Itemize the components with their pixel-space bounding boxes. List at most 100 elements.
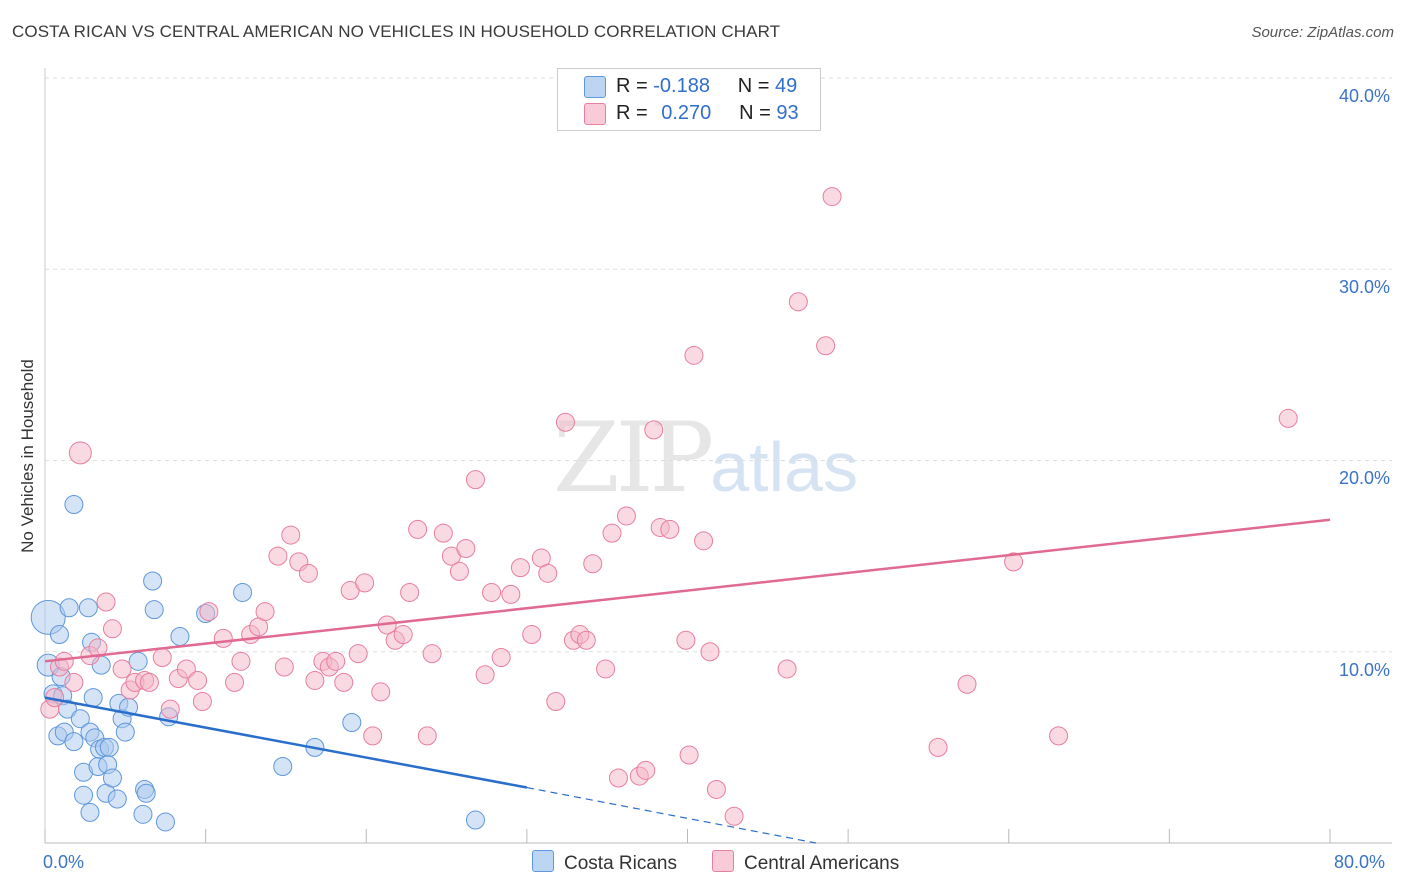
costa-rican-point	[233, 582, 253, 602]
costa-rican-point	[64, 732, 84, 752]
central-american-point	[1049, 726, 1069, 746]
central-american-point	[456, 538, 476, 558]
central-american-point	[583, 554, 603, 574]
legend-r-label: R =	[616, 75, 648, 97]
central-american-point	[68, 441, 92, 465]
chart-title: COSTA RICAN VS CENTRAL AMERICAN NO VEHIC…	[12, 22, 781, 41]
central-american-trendline	[44, 518, 1331, 663]
central-american-point	[608, 768, 628, 788]
central-american-point	[679, 745, 699, 765]
watermark-zip: ZIP	[553, 402, 714, 514]
central-american-point	[213, 628, 233, 648]
central-american-point	[501, 584, 521, 604]
watermark-atlas: atlas	[710, 428, 859, 506]
central-american-point	[348, 644, 368, 664]
central-american-point	[408, 519, 428, 539]
central-american-point	[422, 644, 442, 664]
central-american-point	[660, 519, 680, 539]
costa-rican-point	[99, 737, 119, 757]
costa-rican-point	[107, 789, 127, 809]
legend-swatch-blue	[584, 76, 606, 98]
central-american-point	[475, 665, 495, 685]
legend-n-value: 93	[776, 102, 799, 124]
costa-rican-point	[83, 688, 103, 708]
legend-swatch-pink	[584, 103, 606, 125]
central-american-point	[724, 806, 744, 826]
costa-rican-point	[342, 713, 362, 733]
central-american-point	[449, 561, 469, 581]
watermark: ZIPatlas	[553, 402, 858, 514]
central-american-point	[102, 619, 122, 639]
costa-rican-point	[155, 812, 175, 832]
central-american-point	[139, 672, 159, 692]
central-american-point	[636, 760, 656, 780]
central-american-point	[160, 699, 180, 719]
central-american-point	[363, 726, 383, 746]
central-american-point	[957, 674, 977, 694]
costa-rican-point	[102, 768, 122, 788]
costa-rican-trendline-extension	[526, 786, 817, 844]
y-tick-label: 10.0%	[1339, 660, 1391, 680]
central-american-point	[281, 525, 301, 545]
source-label: Source: ZipAtlas.com	[1251, 24, 1394, 41]
central-american-point	[231, 651, 251, 671]
legend-r-label: R =	[616, 102, 648, 124]
costa-rican-point	[170, 626, 190, 646]
central-american-point	[1278, 408, 1298, 428]
costa-rican-point	[70, 709, 90, 729]
central-american-point	[393, 625, 413, 645]
central-american-point	[355, 573, 375, 593]
y-tick-label: 20.0%	[1339, 468, 1391, 488]
central-american-point	[928, 737, 948, 757]
costa-rican-trendline	[44, 696, 528, 789]
central-american-point	[644, 420, 664, 440]
central-american-point	[305, 670, 325, 690]
costa-rican-point	[133, 804, 153, 824]
central-american-point	[176, 659, 196, 679]
central-american-point	[816, 336, 836, 356]
central-american-point	[417, 726, 437, 746]
legend-swatch-blue	[532, 850, 554, 872]
central-american-point	[576, 630, 596, 650]
central-american-point	[188, 670, 208, 690]
central-american-point	[192, 691, 212, 711]
costa-rican-point	[115, 722, 135, 742]
central-american-point	[596, 659, 616, 679]
y-tick-label: 30.0%	[1339, 277, 1391, 297]
stats-legend: R = -0.188 N = 49 R = 0.270 N = 93	[557, 68, 821, 131]
costa-rican-point	[74, 785, 94, 805]
central-american-point	[706, 779, 726, 799]
costa-rican-point	[59, 598, 79, 618]
central-american-point	[676, 630, 696, 650]
central-american-point	[822, 187, 842, 207]
central-american-point	[274, 657, 294, 677]
central-american-point	[788, 292, 808, 312]
central-american-point	[433, 523, 453, 543]
legend-swatch-pink	[712, 850, 734, 872]
central-american-point	[64, 672, 84, 692]
central-american-point	[616, 506, 636, 526]
central-american-point	[684, 345, 704, 365]
y-axis-label: No Vehicles in Household	[18, 359, 37, 553]
central-american-point	[482, 582, 502, 602]
central-american-point	[268, 546, 288, 566]
costa-rican-point	[49, 625, 69, 645]
costa-rican-point	[273, 757, 293, 776]
central-american-point	[465, 470, 485, 490]
legend-n-value: 49	[775, 75, 798, 97]
central-american-point	[694, 531, 714, 551]
central-american-point	[510, 558, 530, 578]
central-american-point	[96, 592, 116, 612]
central-american-point	[225, 672, 245, 692]
costa-rican-point	[128, 651, 148, 671]
costa-rican-point	[465, 810, 485, 830]
x-axis-min-label: 0.0%	[43, 852, 85, 872]
central-american-point	[54, 651, 74, 671]
central-american-point	[491, 647, 511, 667]
central-american-point	[371, 682, 391, 702]
costa-rican-point	[78, 598, 98, 618]
bottom-legend-central-americans: Central Americans	[712, 850, 899, 878]
central-american-point	[1004, 552, 1024, 572]
legend-n-label: N =	[737, 75, 770, 97]
central-american-point	[602, 523, 622, 543]
